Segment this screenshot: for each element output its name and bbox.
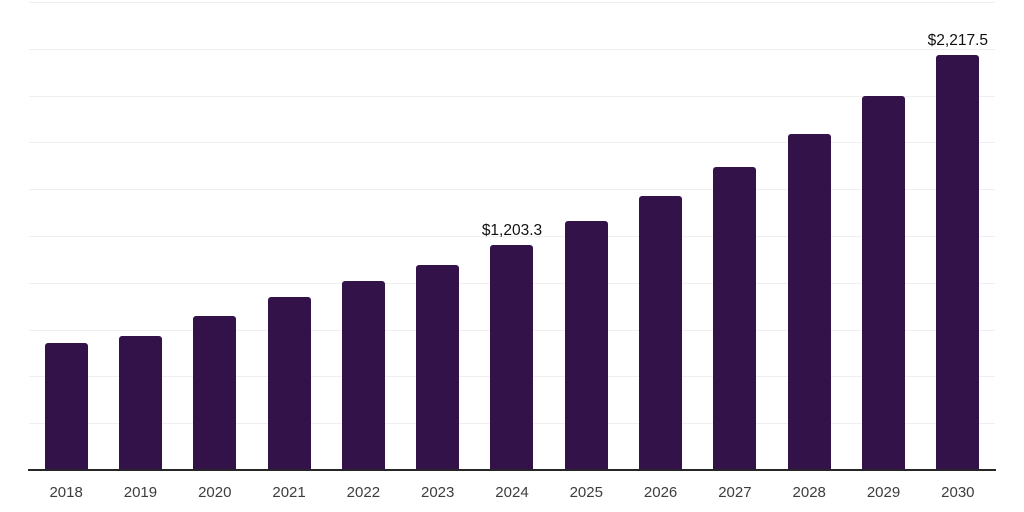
bar-slot-2022 [326, 2, 400, 470]
gridline [29, 48, 995, 50]
bar-2024[interactable] [490, 244, 534, 470]
x-tick-2027: 2027 [718, 484, 752, 501]
x-axis-line [28, 469, 996, 471]
bar-slot-2029 [846, 2, 920, 470]
bar-slot-2030: $2,217.5 [921, 2, 995, 470]
bar-2026[interactable] [639, 195, 683, 470]
gridline [29, 236, 995, 237]
bar-2025[interactable] [564, 221, 608, 470]
bar-slot-2026 [623, 2, 697, 470]
plot-area: $1,203.3 $2,217.5 [29, 2, 995, 470]
gridline [29, 189, 995, 191]
bar-slot-2028 [772, 2, 846, 470]
bar-2021[interactable] [267, 297, 311, 470]
gridline [29, 95, 995, 97]
bar-2022[interactable] [341, 280, 385, 470]
bar-2029[interactable] [862, 95, 906, 470]
x-tick-2020: 2020 [198, 484, 232, 501]
value-label-2024: $1,203.3 [481, 221, 543, 239]
bar-slot-2023 [401, 2, 475, 470]
bar-2030[interactable] [936, 54, 980, 470]
bar-slot-2027 [698, 2, 772, 470]
x-tick-2030: 2030 [941, 484, 975, 501]
bar-2023[interactable] [416, 264, 460, 470]
bar-slot-2021 [252, 2, 326, 470]
bar-2018[interactable] [44, 343, 88, 470]
gridline [29, 142, 995, 144]
bar-2027[interactable] [713, 166, 757, 470]
x-axis-labels: 2018 2019 2020 2021 2022 2023 2024 2025 2026 2027… [29, 484, 995, 504]
x-tick-2021: 2021 [272, 484, 306, 501]
bar-2019[interactable] [118, 335, 162, 470]
x-tick-2023: 2023 [420, 484, 455, 501]
bar-slot-2024: $1,203.3 [475, 2, 549, 470]
x-tick-2026: 2026 [643, 484, 678, 501]
x-tick-2024: 2024 [495, 484, 529, 501]
x-tick-2022: 2022 [346, 484, 381, 501]
x-tick-2028: 2028 [792, 484, 826, 501]
x-tick-2018: 2018 [49, 484, 83, 501]
value-label-2030: $2,217.5 [927, 31, 988, 49]
bar-slot-2019 [103, 2, 177, 470]
x-tick-2029: 2029 [866, 484, 901, 501]
bar-slot-2018 [29, 2, 103, 470]
bar-slot-2025 [549, 2, 623, 470]
gridline [29, 2, 995, 3]
bar-slot-2020 [178, 2, 252, 470]
x-tick-2019: 2019 [123, 484, 158, 501]
x-tick-2025: 2025 [569, 484, 603, 501]
bar-2028[interactable] [787, 133, 831, 470]
bar-2020[interactable] [193, 315, 237, 470]
